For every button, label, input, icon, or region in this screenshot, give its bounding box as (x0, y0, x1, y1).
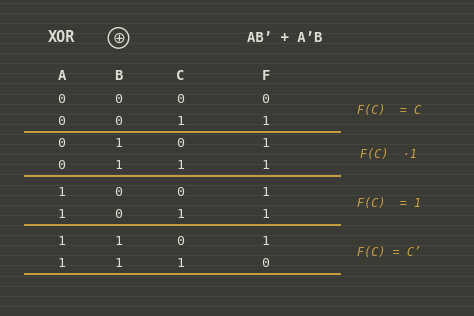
Text: 0: 0 (58, 115, 65, 128)
Text: 1: 1 (58, 208, 65, 222)
Text: 0: 0 (176, 137, 184, 150)
Text: 0: 0 (115, 208, 122, 222)
Text: 0: 0 (262, 93, 269, 106)
Text: 1: 1 (58, 235, 65, 248)
Text: 0: 0 (176, 186, 184, 199)
Text: 0: 0 (58, 137, 65, 150)
Text: F(C)  = C: F(C) = C (356, 104, 421, 117)
Text: C: C (176, 69, 184, 83)
Text: F(C)  ·1: F(C) ·1 (360, 148, 417, 161)
Text: 1: 1 (262, 137, 269, 150)
Text: 1: 1 (176, 257, 184, 270)
Text: 1: 1 (115, 137, 122, 150)
Text: 1: 1 (115, 159, 122, 173)
Text: AB’ + A’B: AB’ + A’B (246, 31, 322, 45)
Text: 0: 0 (176, 93, 184, 106)
Text: 0: 0 (176, 235, 184, 248)
Text: 1: 1 (58, 186, 65, 199)
Text: 1: 1 (58, 257, 65, 270)
Text: 1: 1 (262, 159, 269, 173)
Text: 1: 1 (262, 208, 269, 222)
Text: F(C) = C’: F(C) = C’ (356, 246, 421, 259)
Text: XOR: XOR (48, 30, 75, 46)
Text: 0: 0 (58, 93, 65, 106)
Text: 0: 0 (115, 115, 122, 128)
Text: 0: 0 (58, 159, 65, 173)
Text: 1: 1 (262, 186, 269, 199)
Text: F: F (261, 69, 270, 83)
Text: 1: 1 (176, 115, 184, 128)
Text: F(C)  = 1: F(C) = 1 (356, 197, 421, 210)
Text: ⊕: ⊕ (112, 30, 125, 46)
Text: 1: 1 (176, 208, 184, 222)
Text: 0: 0 (115, 186, 122, 199)
Text: 1: 1 (115, 235, 122, 248)
Text: 0: 0 (262, 257, 269, 270)
Text: 1: 1 (262, 235, 269, 248)
Text: 1: 1 (262, 115, 269, 128)
Text: B: B (114, 69, 123, 83)
Text: 1: 1 (115, 257, 122, 270)
Text: A: A (57, 69, 66, 83)
Text: 1: 1 (176, 159, 184, 173)
Text: 0: 0 (115, 93, 122, 106)
